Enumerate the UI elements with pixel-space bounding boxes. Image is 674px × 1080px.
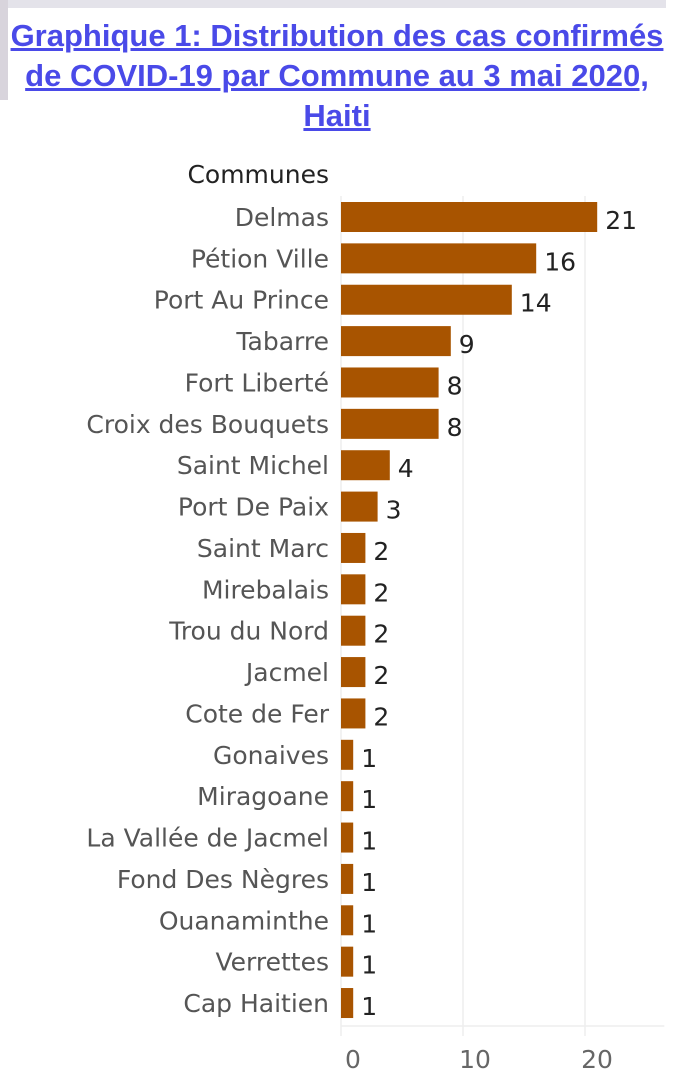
y-axis-title: Communes (187, 160, 329, 189)
bar (341, 739, 354, 770)
bar (341, 657, 366, 688)
data-label: 1 (361, 744, 377, 773)
bar (341, 905, 354, 936)
bar (341, 946, 354, 977)
category-label: Tabarre (235, 327, 329, 356)
bar (341, 491, 378, 522)
data-label: 2 (373, 578, 389, 607)
category-label: Fond Des Nègres (117, 865, 329, 894)
category-label: Fort Liberté (185, 368, 329, 397)
data-label: 1 (361, 951, 377, 980)
category-label: Miragoane (197, 782, 329, 811)
data-label: 1 (361, 909, 377, 938)
bar (341, 781, 354, 812)
data-label: 2 (373, 702, 389, 731)
category-label: Verrettes (215, 948, 329, 977)
category-label: Trou du Nord (168, 617, 329, 646)
category-label: Port De Paix (178, 493, 329, 522)
bar (341, 450, 390, 481)
category-label: Delmas (235, 203, 329, 232)
data-label: 14 (520, 289, 552, 318)
bar (341, 284, 512, 315)
category-label: La Vallée de Jacmel (86, 824, 329, 853)
data-label: 1 (361, 868, 377, 897)
category-label: Saint Michel (177, 451, 329, 480)
data-label: 4 (398, 454, 414, 483)
chart-title: Graphique 1: Distribution des cas confir… (10, 18, 664, 133)
bar (341, 698, 366, 729)
bar (341, 367, 439, 398)
bar (341, 202, 598, 232)
x-tick-label: 10 (459, 1045, 491, 1074)
category-label: Pétion Ville (191, 244, 329, 273)
category-label: Port Au Prince (154, 286, 329, 315)
category-label: Croix des Bouquets (86, 410, 329, 439)
bar (341, 243, 537, 274)
category-label: Jacmel (244, 658, 329, 687)
bar (341, 326, 451, 357)
data-label: 1 (361, 992, 377, 1021)
category-label: Cap Haitien (183, 989, 329, 1018)
data-label: 9 (459, 330, 475, 359)
bar (341, 615, 366, 646)
category-label: Ouanaminthe (159, 906, 329, 935)
bar (341, 988, 354, 1019)
category-label: Saint Marc (197, 534, 329, 563)
bar (341, 863, 354, 894)
top-band (0, 0, 666, 8)
data-label: 8 (447, 371, 463, 400)
category-label: Gonaives (213, 741, 329, 770)
bar (341, 532, 366, 563)
bar (341, 574, 366, 605)
data-label: 2 (373, 620, 389, 649)
data-label: 16 (544, 247, 576, 276)
data-label: 21 (605, 206, 637, 235)
x-tick-label: 20 (581, 1045, 613, 1074)
category-label: Mirebalais (202, 575, 329, 604)
data-label: 1 (361, 785, 377, 814)
data-label: 8 (447, 413, 463, 442)
category-label: Cote de Fer (185, 699, 329, 728)
left-edge-bar (0, 0, 8, 100)
data-label: 2 (373, 661, 389, 690)
data-label: 3 (386, 496, 402, 525)
bar (341, 822, 354, 853)
bar (341, 408, 439, 439)
data-label: 2 (373, 537, 389, 566)
x-tick-label: 0 (345, 1045, 361, 1074)
data-label: 1 (361, 827, 377, 856)
